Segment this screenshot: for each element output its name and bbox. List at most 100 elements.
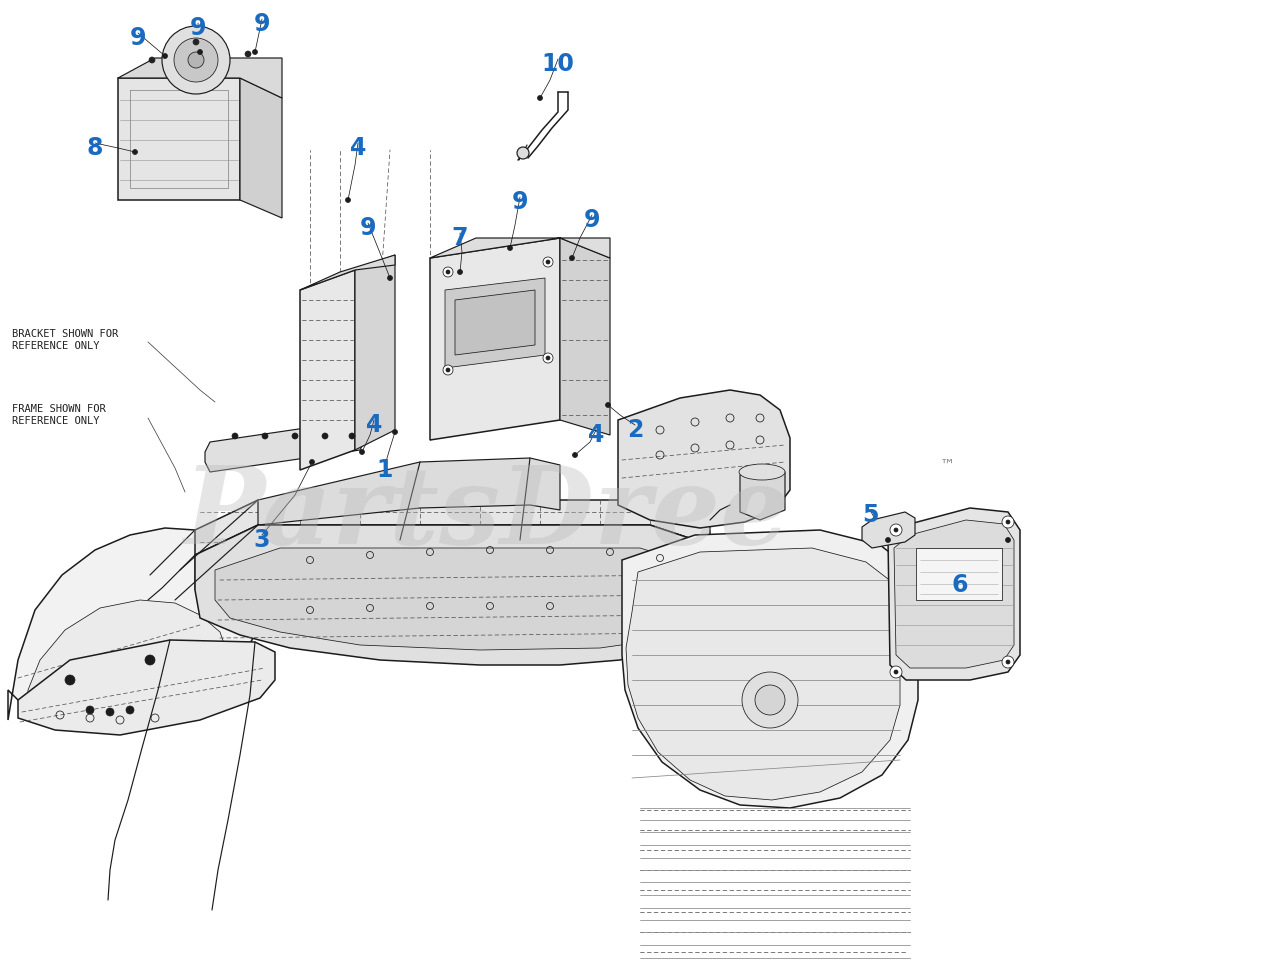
Circle shape <box>174 38 218 82</box>
Text: 4: 4 <box>588 423 604 447</box>
Text: ™: ™ <box>940 457 955 473</box>
Polygon shape <box>18 640 275 735</box>
Text: 9: 9 <box>584 208 600 232</box>
Circle shape <box>507 245 512 251</box>
Text: PartsDree: PartsDree <box>183 460 790 567</box>
Circle shape <box>1002 516 1014 528</box>
Circle shape <box>393 429 398 434</box>
Circle shape <box>445 368 451 372</box>
Circle shape <box>755 685 785 715</box>
Circle shape <box>543 353 553 363</box>
Text: 5: 5 <box>861 503 878 527</box>
Polygon shape <box>8 528 262 722</box>
Text: 1: 1 <box>376 458 393 482</box>
Circle shape <box>572 453 577 457</box>
Circle shape <box>443 267 453 277</box>
Polygon shape <box>430 238 561 440</box>
Circle shape <box>310 459 315 464</box>
Circle shape <box>886 538 891 543</box>
Circle shape <box>443 365 453 375</box>
Circle shape <box>145 655 155 665</box>
Circle shape <box>148 57 155 63</box>
Circle shape <box>547 260 550 264</box>
Polygon shape <box>241 78 282 218</box>
Ellipse shape <box>739 464 785 480</box>
Circle shape <box>1006 538 1010 543</box>
Text: 8: 8 <box>87 136 104 160</box>
Circle shape <box>133 149 137 154</box>
Circle shape <box>457 269 462 274</box>
Polygon shape <box>195 525 710 665</box>
Polygon shape <box>561 238 611 435</box>
Circle shape <box>323 433 328 439</box>
Polygon shape <box>259 458 561 525</box>
Circle shape <box>890 666 902 678</box>
Circle shape <box>893 670 899 674</box>
Text: 10: 10 <box>541 52 575 76</box>
Text: 9: 9 <box>253 12 270 36</box>
Circle shape <box>1006 660 1010 664</box>
Circle shape <box>232 433 238 439</box>
Text: BRACKET SHOWN FOR
REFERENCE ONLY: BRACKET SHOWN FOR REFERENCE ONLY <box>12 329 118 351</box>
Text: 6: 6 <box>952 573 968 597</box>
Circle shape <box>188 52 204 68</box>
Circle shape <box>517 147 529 159</box>
Text: 7: 7 <box>452 226 468 250</box>
Circle shape <box>570 256 575 261</box>
Text: 9: 9 <box>512 190 529 214</box>
Text: 9: 9 <box>189 16 206 40</box>
Polygon shape <box>205 420 365 472</box>
Polygon shape <box>861 512 915 548</box>
Text: 2: 2 <box>627 418 643 442</box>
Polygon shape <box>195 500 710 555</box>
Polygon shape <box>618 390 790 528</box>
Polygon shape <box>454 290 535 355</box>
Circle shape <box>445 270 451 274</box>
Circle shape <box>893 528 899 532</box>
Polygon shape <box>28 600 228 715</box>
Text: 9: 9 <box>129 26 146 50</box>
Circle shape <box>543 257 553 267</box>
Circle shape <box>388 275 393 280</box>
Circle shape <box>86 706 93 714</box>
Polygon shape <box>118 78 241 200</box>
Circle shape <box>125 706 134 714</box>
Circle shape <box>163 26 230 94</box>
Circle shape <box>349 433 355 439</box>
Circle shape <box>1002 656 1014 668</box>
Polygon shape <box>300 255 396 290</box>
Polygon shape <box>195 525 710 590</box>
Circle shape <box>292 433 298 439</box>
Circle shape <box>65 675 76 685</box>
Polygon shape <box>622 530 918 808</box>
Circle shape <box>605 402 611 408</box>
Circle shape <box>360 450 365 454</box>
Circle shape <box>106 708 114 716</box>
Text: 4: 4 <box>366 413 383 437</box>
Polygon shape <box>215 548 695 650</box>
Circle shape <box>262 433 268 439</box>
Text: 4: 4 <box>349 136 366 160</box>
Polygon shape <box>893 520 1014 668</box>
Circle shape <box>1006 520 1010 524</box>
Circle shape <box>244 51 251 57</box>
Polygon shape <box>740 465 785 520</box>
Polygon shape <box>300 270 355 470</box>
Polygon shape <box>118 58 282 98</box>
Polygon shape <box>916 548 1002 600</box>
Circle shape <box>252 49 257 54</box>
Circle shape <box>163 53 168 58</box>
Circle shape <box>538 96 543 101</box>
Circle shape <box>346 198 351 203</box>
Polygon shape <box>626 548 900 800</box>
Circle shape <box>890 524 902 536</box>
Text: FRAME SHOWN FOR
REFERENCE ONLY: FRAME SHOWN FOR REFERENCE ONLY <box>12 404 106 425</box>
Circle shape <box>197 49 202 54</box>
Polygon shape <box>430 238 611 258</box>
Polygon shape <box>355 255 396 450</box>
Polygon shape <box>888 508 1020 680</box>
Circle shape <box>742 672 797 728</box>
Text: 9: 9 <box>360 216 376 240</box>
Polygon shape <box>445 278 545 368</box>
Text: 3: 3 <box>253 528 270 552</box>
